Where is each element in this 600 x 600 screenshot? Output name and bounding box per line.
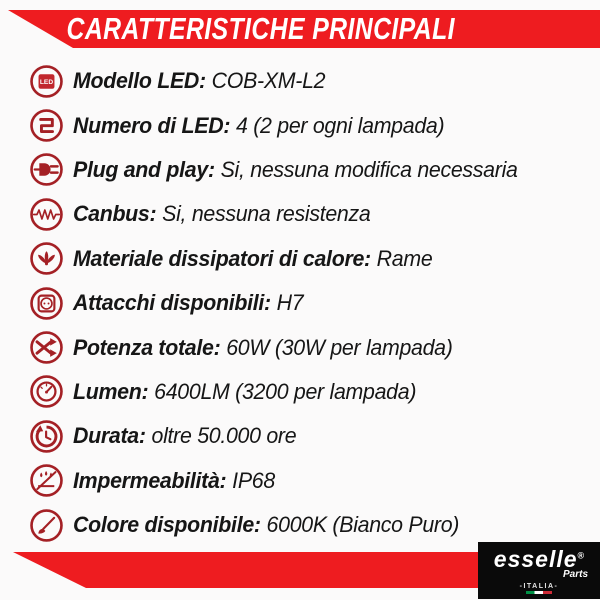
- brand-name-text: esselle: [493, 546, 578, 572]
- feature-label: Attacchi disponibili:: [73, 290, 271, 316]
- waterproof-icon: [29, 463, 64, 498]
- led-chip-icon-text: LED: [40, 79, 53, 86]
- feature-row-durata: Durata: oltre 50.000 ore: [0, 414, 600, 458]
- feature-value: Si, nessuna modifica necessaria: [220, 156, 518, 182]
- feature-label: Numero di LED:: [73, 112, 231, 138]
- canbus-resistor-icon: [29, 197, 64, 232]
- feature-text: Numero di LED: 4 (2 per ogni lampada): [73, 112, 445, 139]
- feature-row-attacchi: Attacchi disponibili: H7: [0, 281, 600, 325]
- feature-label: Plug and play:: [73, 156, 215, 182]
- heat-sink-fan-icon: [29, 241, 64, 276]
- feature-value: 6400LM (3200 per lampada): [154, 378, 417, 404]
- page-title: CARATTERISTICHE PRINCIPALI: [66, 11, 456, 46]
- feature-row-plug-and-play: Plug and play: Si, nessuna modifica neces…: [0, 148, 600, 192]
- feature-label: Lumen:: [73, 378, 149, 404]
- feature-value: 6000K (Bianco Puro): [266, 512, 460, 538]
- feature-row-colore: Colore disponibile: 6000K (Bianco Puro): [0, 503, 600, 547]
- feature-row-modello-led: LED Modello LED: COB-XM-L2: [0, 59, 600, 103]
- feature-text: Impermeabilità: IP68: [73, 468, 275, 494]
- feature-row-impermeabilita: Impermeabilità: IP68: [0, 459, 600, 503]
- italian-flag-icon: [526, 591, 552, 594]
- feature-row-lumen: Lumen: 6400LM (3200 per lampada): [0, 370, 600, 414]
- header-banner: CARATTERISTICHE PRINCIPALI: [8, 10, 600, 48]
- bulb-socket-icon: [29, 286, 64, 321]
- features-list: LED Modello LED: COB-XM-L2 Numero di LED:…: [0, 59, 600, 547]
- feature-label: Canbus:: [73, 201, 157, 227]
- feature-text: Durata: oltre 50.000 ore: [73, 423, 297, 449]
- feature-value: H7: [276, 290, 304, 316]
- color-brush-icon: [29, 508, 64, 543]
- feature-text: Modello LED: COB-XM-L2: [73, 68, 326, 94]
- feature-text: Attacchi disponibili: H7: [73, 290, 304, 316]
- power-arrows-icon: [29, 330, 64, 365]
- feature-row-numero-led: Numero di LED: 4 (2 per ogni lampada): [0, 103, 600, 147]
- feature-row-materiale-dissipatori: Materiale dissipatori di calore: Rame: [0, 237, 600, 281]
- feature-text: Plug and play: Si, nessuna modifica neces…: [73, 157, 518, 183]
- led-count-icon: [29, 108, 64, 143]
- feature-text: Canbus: Si, nessuna resistenza: [73, 201, 371, 227]
- feature-value: 60W (30W per lampada): [226, 334, 453, 360]
- feature-text: Colore disponibile: 6000K (Bianco Puro): [73, 512, 459, 538]
- brand-name: esselle®: [478, 548, 600, 571]
- duration-clock-icon: [29, 419, 64, 454]
- feature-value: oltre 50.000 ore: [151, 423, 297, 449]
- led-chip-icon: LED: [29, 64, 64, 99]
- feature-text: Lumen: 6400LM (3200 per lampada): [73, 379, 416, 405]
- feature-label: Materiale dissipatori di calore:: [73, 245, 371, 271]
- feature-value: Si, nessuna resistenza: [162, 201, 371, 227]
- brand-country: -ITALIA-: [519, 583, 559, 590]
- feature-text: Potenza totale: 60W (30W per lampada): [73, 335, 453, 361]
- feature-label: Durata:: [73, 423, 146, 449]
- feature-label: Modello LED:: [73, 68, 206, 94]
- feature-label: Colore disponibile:: [73, 512, 261, 538]
- feature-value: Rame: [376, 245, 433, 271]
- brand-subtitle: Parts: [562, 569, 588, 580]
- feature-value: IP68: [232, 467, 275, 493]
- feature-row-canbus: Canbus: Si, nessuna resistenza: [0, 192, 600, 236]
- feature-label: Impermeabilità:: [73, 467, 227, 493]
- lumen-gauge-icon: [29, 374, 64, 409]
- feature-value: 4 (2 per ogni lampada): [235, 112, 445, 138]
- plug-icon: [29, 152, 64, 187]
- registered-mark: ®: [577, 550, 585, 561]
- feature-text: Materiale dissipatori di calore: Rame: [73, 245, 433, 272]
- feature-label: Potenza totale:: [73, 334, 221, 360]
- feature-row-potenza: Potenza totale: 60W (30W per lampada): [0, 325, 600, 369]
- brand-logo: esselle® Parts -ITALIA-: [478, 542, 600, 599]
- feature-value: COB-XM-L2: [211, 68, 326, 94]
